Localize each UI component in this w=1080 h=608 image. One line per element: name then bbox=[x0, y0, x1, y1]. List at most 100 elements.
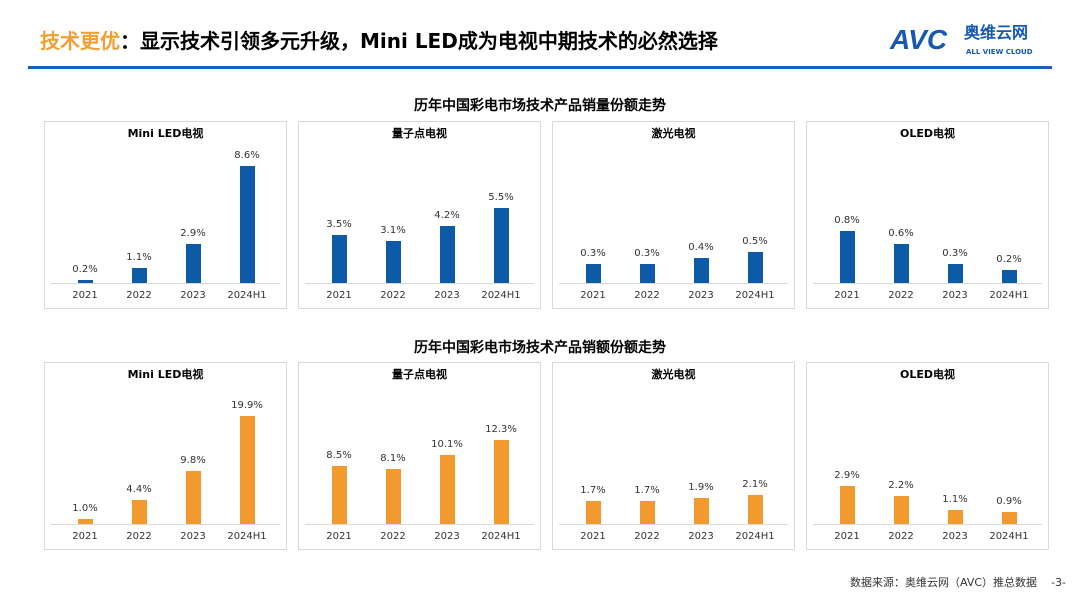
avc-logo: AVC 奥维云网 ALL VIEW CLOUD bbox=[890, 24, 1055, 60]
bar bbox=[640, 500, 655, 524]
bar bbox=[440, 225, 455, 283]
data-label: 19.9% bbox=[231, 399, 263, 411]
x-tick-label: 2023 bbox=[434, 290, 460, 301]
data-label: 4.4% bbox=[126, 484, 152, 496]
chart-title: OLED电视 bbox=[899, 127, 955, 140]
data-label: 0.8% bbox=[834, 215, 860, 227]
bar bbox=[894, 495, 909, 524]
x-axis-line bbox=[813, 524, 1042, 525]
bar bbox=[440, 455, 455, 524]
x-axis-line bbox=[305, 524, 534, 525]
x-tick-label: 2022 bbox=[126, 531, 152, 542]
x-tick-label: 2022 bbox=[126, 290, 152, 301]
chart-panel: 量子点电视 3.5% 2021 3.1% 2022 4.2% 2023 5.5% 2024H1 bbox=[298, 121, 541, 309]
data-label: 8.6% bbox=[234, 150, 260, 162]
bar bbox=[186, 243, 201, 283]
bar bbox=[132, 500, 147, 524]
data-label: 0.3% bbox=[942, 247, 968, 259]
x-tick-label: 2024H1 bbox=[227, 531, 267, 542]
logo-cn: 奥维云网 bbox=[964, 23, 1029, 42]
bar bbox=[694, 258, 709, 283]
chart-panel: 量子点电视 8.5% 2021 8.1% 2022 10.1% 2023 12.3% 2024H… bbox=[298, 362, 541, 550]
x-tick-label: 2021 bbox=[834, 290, 860, 301]
chart-title: 激光电视 bbox=[651, 368, 696, 381]
bar bbox=[186, 470, 201, 524]
chart-title: 激光电视 bbox=[651, 127, 696, 140]
x-tick-label: 2023 bbox=[688, 290, 714, 301]
chart-title: 量子点电视 bbox=[392, 368, 447, 381]
chart-panel: OLED电视 0.8% 2021 0.6% 2022 0.3% 2023 0.2% 2024H1 bbox=[806, 121, 1049, 309]
data-label: 8.1% bbox=[380, 452, 406, 464]
bar bbox=[494, 208, 509, 283]
x-tick-label: 2021 bbox=[72, 531, 98, 542]
bar bbox=[78, 518, 93, 524]
header-divider bbox=[28, 66, 1052, 69]
x-axis-line bbox=[51, 524, 280, 525]
data-label: 0.4% bbox=[688, 242, 714, 254]
bar bbox=[240, 415, 255, 524]
data-label: 2.2% bbox=[888, 479, 914, 491]
data-label: 0.6% bbox=[888, 228, 914, 240]
bar bbox=[840, 486, 855, 524]
data-label: 0.5% bbox=[742, 236, 768, 248]
bar bbox=[694, 498, 709, 524]
chart-panel: 激光电视 0.3% 2021 0.3% 2022 0.4% 2023 0.5% 2024H1 bbox=[552, 121, 795, 309]
bar bbox=[332, 466, 347, 524]
page-title: 技术更优：显示技术引领多元升级，Mini LED成为电视中期技术的必然选择 bbox=[40, 28, 718, 54]
x-tick-label: 2024H1 bbox=[481, 290, 521, 301]
data-label: 2.9% bbox=[180, 227, 206, 239]
bar bbox=[748, 495, 763, 524]
source-note: 数据来源：奥维云网（AVC）推总数据 bbox=[850, 576, 1038, 589]
title-highlight: 技术更优 bbox=[40, 29, 120, 53]
data-label: 1.0% bbox=[72, 502, 98, 514]
bar bbox=[640, 264, 655, 283]
x-tick-label: 2024H1 bbox=[735, 531, 775, 542]
x-tick-label: 2024H1 bbox=[481, 531, 521, 542]
bar bbox=[1002, 270, 1017, 283]
bar bbox=[386, 468, 401, 524]
bar bbox=[840, 231, 855, 283]
bar bbox=[132, 268, 147, 283]
chart-panel: OLED电视 2.9% 2021 2.2% 2022 1.1% 2023 0.9% 2024H1 bbox=[806, 362, 1049, 550]
data-label: 5.5% bbox=[488, 192, 514, 204]
x-tick-label: 2022 bbox=[634, 290, 660, 301]
bar bbox=[948, 263, 963, 283]
x-tick-label: 2021 bbox=[326, 531, 352, 542]
x-tick-label: 2022 bbox=[634, 531, 660, 542]
x-tick-label: 2023 bbox=[942, 290, 968, 301]
data-label: 1.7% bbox=[634, 484, 660, 496]
data-label: 1.1% bbox=[126, 252, 152, 264]
x-tick-label: 2021 bbox=[580, 531, 606, 542]
data-label: 4.2% bbox=[434, 209, 460, 221]
x-tick-label: 2022 bbox=[380, 531, 406, 542]
chart-title: Mini LED电视 bbox=[127, 368, 204, 381]
data-label: 10.1% bbox=[431, 439, 463, 451]
data-label: 0.3% bbox=[580, 248, 606, 260]
x-tick-label: 2023 bbox=[180, 290, 206, 301]
data-label: 2.9% bbox=[834, 470, 860, 482]
data-label: 1.9% bbox=[688, 482, 714, 494]
x-tick-label: 2022 bbox=[888, 531, 914, 542]
chart-panel: 激光电视 1.7% 2021 1.7% 2022 1.9% 2023 2.1% 2024H1 bbox=[552, 362, 795, 550]
data-label: 3.1% bbox=[380, 224, 406, 236]
x-axis-line bbox=[559, 524, 788, 525]
data-label: 0.9% bbox=[996, 496, 1022, 508]
x-tick-label: 2021 bbox=[326, 290, 352, 301]
x-tick-label: 2022 bbox=[888, 290, 914, 301]
chart-title: OLED电视 bbox=[899, 368, 955, 381]
bar bbox=[948, 509, 963, 524]
x-tick-label: 2022 bbox=[380, 290, 406, 301]
footer: 数据来源：奥维云网（AVC）推总数据 -3- bbox=[836, 576, 1066, 590]
data-label: 1.7% bbox=[580, 484, 606, 496]
bar bbox=[748, 252, 763, 283]
logo-en: ALL VIEW CLOUD bbox=[966, 48, 1033, 56]
bar bbox=[78, 280, 93, 283]
bar bbox=[386, 240, 401, 283]
x-axis-line bbox=[305, 283, 534, 284]
x-tick-label: 2024H1 bbox=[989, 290, 1029, 301]
x-tick-label: 2023 bbox=[942, 531, 968, 542]
section-title-value: 历年中国彩电市场技术产品销额份额走势 bbox=[414, 340, 666, 356]
page-number: -3- bbox=[1051, 576, 1066, 589]
x-tick-label: 2023 bbox=[434, 531, 460, 542]
bar bbox=[586, 500, 601, 524]
